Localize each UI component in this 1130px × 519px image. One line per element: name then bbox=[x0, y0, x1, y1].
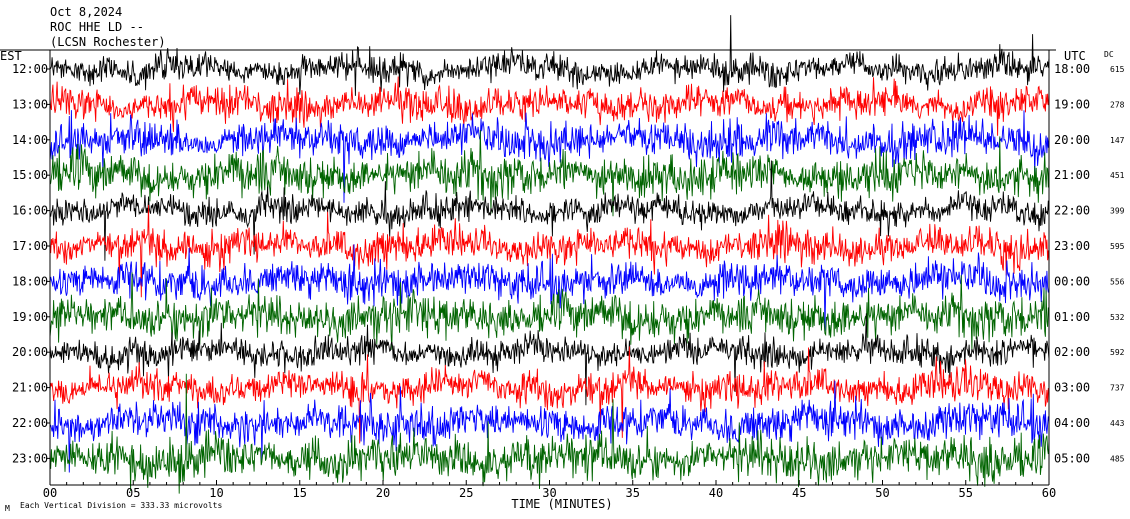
x-tick-label: 35 bbox=[626, 486, 640, 500]
est-label: 16:00 bbox=[12, 204, 48, 218]
x-tick-label: 20 bbox=[376, 486, 390, 500]
dc-value: 451 bbox=[1110, 171, 1125, 180]
dc-value: 399 bbox=[1110, 207, 1125, 216]
utc-label: 03:00 bbox=[1054, 381, 1090, 395]
est-label: 14:00 bbox=[12, 133, 48, 147]
corner-mark: M bbox=[5, 504, 10, 513]
x-axis-title: TIME (MINUTES) bbox=[511, 497, 612, 511]
utc-label: 01:00 bbox=[1054, 310, 1090, 324]
axes-layer: EST UTC DC 12:00 18:00 615 13:00 19:00 278 14:00 2… bbox=[0, 49, 1125, 511]
dc-value: 737 bbox=[1110, 384, 1125, 393]
trace-row-1700 bbox=[49, 204, 1050, 298]
dc-value: 485 bbox=[1110, 454, 1125, 463]
est-label: 12:00 bbox=[12, 62, 48, 76]
est-label: 19:00 bbox=[12, 310, 48, 324]
trace-row-1800 bbox=[49, 244, 1050, 331]
trace-row-2100 bbox=[49, 346, 1050, 444]
trace-row-1500 bbox=[49, 129, 1050, 217]
est-label: 17:00 bbox=[12, 239, 48, 253]
dc-value: 147 bbox=[1110, 136, 1125, 145]
x-tick-label: 00 bbox=[43, 486, 57, 500]
dc-value: 532 bbox=[1110, 313, 1125, 322]
utc-label: 02:00 bbox=[1054, 345, 1090, 359]
dc-value: 278 bbox=[1110, 100, 1125, 109]
est-axis-label: EST bbox=[0, 49, 22, 63]
trace-row-1400 bbox=[49, 110, 1050, 203]
utc-label: 04:00 bbox=[1054, 416, 1090, 430]
trace-row-1900 bbox=[49, 272, 1050, 351]
x-tick-label: 30 bbox=[542, 486, 556, 500]
utc-label: 18:00 bbox=[1054, 62, 1090, 76]
est-label: 15:00 bbox=[12, 168, 48, 182]
est-label: 20:00 bbox=[12, 345, 48, 359]
scale-note: Each Vertical Division = 333.33 microvol… bbox=[20, 501, 223, 510]
station-code: ROC HHE LD -- bbox=[50, 20, 144, 34]
x-tick-label: 25 bbox=[459, 486, 473, 500]
trace-row-2300 bbox=[49, 373, 1050, 494]
x-tick-label: 40 bbox=[709, 486, 723, 500]
est-label: 22:00 bbox=[12, 416, 48, 430]
x-tick-label: 55 bbox=[959, 486, 973, 500]
dc-column-label: DC bbox=[1104, 50, 1114, 59]
est-label: 23:00 bbox=[12, 451, 48, 465]
est-label: 18:00 bbox=[12, 274, 48, 288]
utc-label: 05:00 bbox=[1054, 451, 1090, 465]
chart-date: Oct 8,2024 bbox=[50, 5, 123, 19]
trace-layer bbox=[49, 15, 1050, 494]
utc-label: 00:00 bbox=[1054, 274, 1090, 288]
trace-row-1200 bbox=[49, 15, 1050, 96]
trace-row-2000 bbox=[49, 313, 1050, 406]
dc-value: 556 bbox=[1110, 277, 1125, 286]
dc-value: 443 bbox=[1110, 419, 1125, 428]
trace-row-2200 bbox=[50, 380, 1050, 473]
network-name: (LCSN Rochester) bbox=[50, 35, 166, 49]
utc-label: 22:00 bbox=[1054, 204, 1090, 218]
utc-label: 19:00 bbox=[1054, 97, 1090, 111]
est-label: 21:00 bbox=[12, 381, 48, 395]
dc-value: 595 bbox=[1110, 242, 1125, 251]
trace-row-1300 bbox=[49, 76, 1050, 136]
x-tick-label: 10 bbox=[209, 486, 223, 500]
utc-label: 23:00 bbox=[1054, 239, 1090, 253]
dc-value: 615 bbox=[1110, 65, 1125, 74]
utc-label: 20:00 bbox=[1054, 133, 1090, 147]
est-label: 13:00 bbox=[12, 97, 48, 111]
utc-axis-label: UTC bbox=[1064, 49, 1086, 63]
x-tick-label: 50 bbox=[875, 486, 889, 500]
x-tick-label: 60 bbox=[1042, 486, 1056, 500]
dc-value: 592 bbox=[1110, 348, 1125, 357]
trace-row-1600 bbox=[49, 160, 1050, 261]
x-tick-label: 45 bbox=[792, 486, 806, 500]
x-tick-label: 05 bbox=[126, 486, 140, 500]
utc-label: 21:00 bbox=[1054, 168, 1090, 182]
x-tick-label: 15 bbox=[293, 486, 307, 500]
